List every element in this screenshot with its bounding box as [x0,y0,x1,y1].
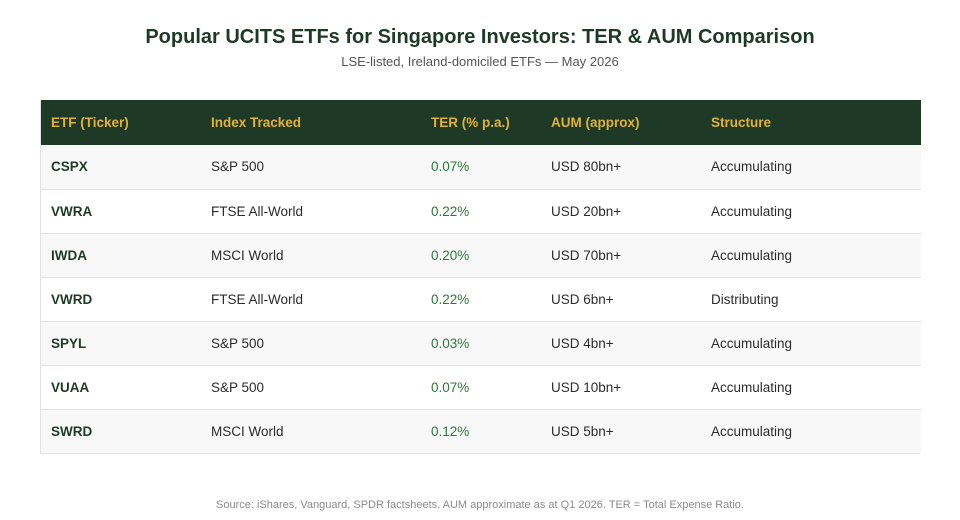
structure-cell: Accumulating [711,379,793,395]
ter-cell: 0.07% [431,379,470,395]
ticker-cell: IWDA [51,247,87,263]
ticker-cell: VUAA [51,379,90,395]
table-row: SWRD MSCI World 0.12% USD 5bn+ Accumulating [41,409,921,453]
ter-cell: 0.07% [431,159,470,175]
structure-cell: Accumulating [711,423,793,439]
aum-cell: USD 5bn+ [551,423,614,439]
index-cell: FTSE All-World [211,203,304,219]
ticker-cell: SWRD [51,423,93,439]
aum-cell: USD 6bn+ [551,291,614,307]
ticker-cell: VWRA [51,203,93,219]
table-row: SPYL S&P 500 0.03% USD 4bn+ Accumulating [41,321,921,365]
index-cell: FTSE All-World [211,291,304,307]
column-header-structure: Structure [711,115,772,130]
ter-cell: 0.20% [431,247,470,263]
column-header-index: Index Tracked [211,115,302,130]
page-title: Popular UCITS ETFs for Singapore Investo… [145,26,815,48]
structure-cell: Accumulating [711,335,793,351]
page-subtitle: LSE-listed, Ireland-domiciled ETFs — May… [341,54,619,69]
ticker-cell: CSPX [51,159,88,175]
aum-cell: USD 20bn+ [551,203,622,219]
index-cell: S&P 500 [211,335,265,351]
table-header: ETF (Ticker) Index Tracked TER (% p.a.) … [41,100,921,145]
etf-table-container: ETF (Ticker) Index Tracked TER (% p.a.) … [40,100,921,454]
index-cell: MSCI World [211,247,284,263]
aum-cell: USD 10bn+ [551,379,622,395]
index-cell: S&P 500 [211,159,265,175]
index-cell: MSCI World [211,423,284,439]
table-row: VWRD FTSE All-World 0.22% USD 6bn+ Distribut… [41,277,921,321]
source-note: Source: iShares, Vanguard, SPDR factshee… [216,499,744,511]
aum-cell: USD 80bn+ [551,159,622,175]
table-row: VUAA S&P 500 0.07% USD 10bn+ Accumulating [41,365,921,409]
column-header-ticker: ETF (Ticker) [51,115,129,130]
ticker-cell: VWRD [51,291,93,307]
table-row: IWDA MSCI World 0.20% USD 70bn+ Accumulating [41,233,921,277]
structure-cell: Accumulating [711,203,793,219]
etf-comparison-table: ETF (Ticker) Index Tracked TER (% p.a.) … [41,100,921,453]
table-row: CSPX S&P 500 0.07% USD 80bn+ Accumulating [41,145,921,189]
ticker-cell: SPYL [51,335,87,351]
structure-cell: Accumulating [711,247,793,263]
structure-cell: Accumulating [711,159,793,175]
structure-cell: Distributing [711,291,779,307]
ter-cell: 0.03% [431,335,470,351]
ter-cell: 0.22% [431,203,470,219]
aum-cell: USD 4bn+ [551,335,614,351]
column-header-aum: AUM (approx) [551,115,640,130]
index-cell: S&P 500 [211,379,265,395]
column-header-ter: TER (% p.a.) [431,115,510,130]
table-body: CSPX S&P 500 0.07% USD 80bn+ Accumulating VWR… [41,145,921,453]
header-row: ETF (Ticker) Index Tracked TER (% p.a.) … [41,100,921,145]
table-row: VWRA FTSE All-World 0.22% USD 20bn+ Accumula… [41,189,921,233]
ter-cell: 0.12% [431,423,470,439]
ter-cell: 0.22% [431,291,470,307]
aum-cell: USD 70bn+ [551,247,622,263]
